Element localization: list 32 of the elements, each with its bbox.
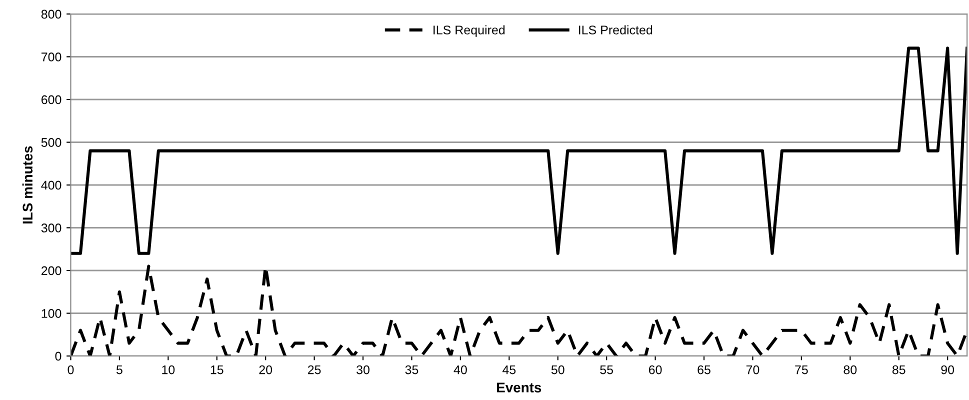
legend-label: ILS Predicted xyxy=(579,25,652,34)
y-axis-title: ILS minutes xyxy=(22,146,33,224)
x-tick-label: 80 xyxy=(844,365,857,374)
y-tick-label: 600 xyxy=(41,95,62,104)
x-tick-label: 30 xyxy=(356,365,370,374)
x-tick-label: 5 xyxy=(116,365,122,374)
y-tick-label: 700 xyxy=(41,52,62,62)
x-tick-label: 15 xyxy=(210,365,224,374)
y-tick-label: 0 xyxy=(55,352,62,361)
x-tick-label: 0 xyxy=(68,365,74,374)
x-tick-label: 10 xyxy=(162,365,175,374)
x-tick-label: 50 xyxy=(551,365,564,374)
x-axis-title: Events xyxy=(497,382,542,392)
x-tick-label: 70 xyxy=(746,365,760,374)
x-tick-label: 90 xyxy=(941,365,954,374)
y-tick-label: 400 xyxy=(41,180,62,190)
legend-label: ILS Required xyxy=(434,25,505,37)
x-tick-label: 85 xyxy=(892,365,906,374)
y-tick-label: 100 xyxy=(42,309,62,318)
x-tick-label: 60 xyxy=(648,365,662,374)
x-tick-label: 20 xyxy=(259,365,272,374)
y-tick-label: 500 xyxy=(41,138,62,147)
y-tick-label: 800 xyxy=(41,10,62,19)
x-tick-label: 75 xyxy=(795,365,808,374)
x-tick-label: 35 xyxy=(405,365,418,374)
x-tick-label: 40 xyxy=(454,365,467,374)
x-tick-label: 25 xyxy=(308,365,321,374)
y-tick-label: 200 xyxy=(41,266,62,276)
x-tick-label: 55 xyxy=(600,365,614,374)
x-tick-label: 45 xyxy=(502,365,516,374)
y-tick-label: 300 xyxy=(41,224,62,232)
x-tick-label: 65 xyxy=(698,365,710,374)
